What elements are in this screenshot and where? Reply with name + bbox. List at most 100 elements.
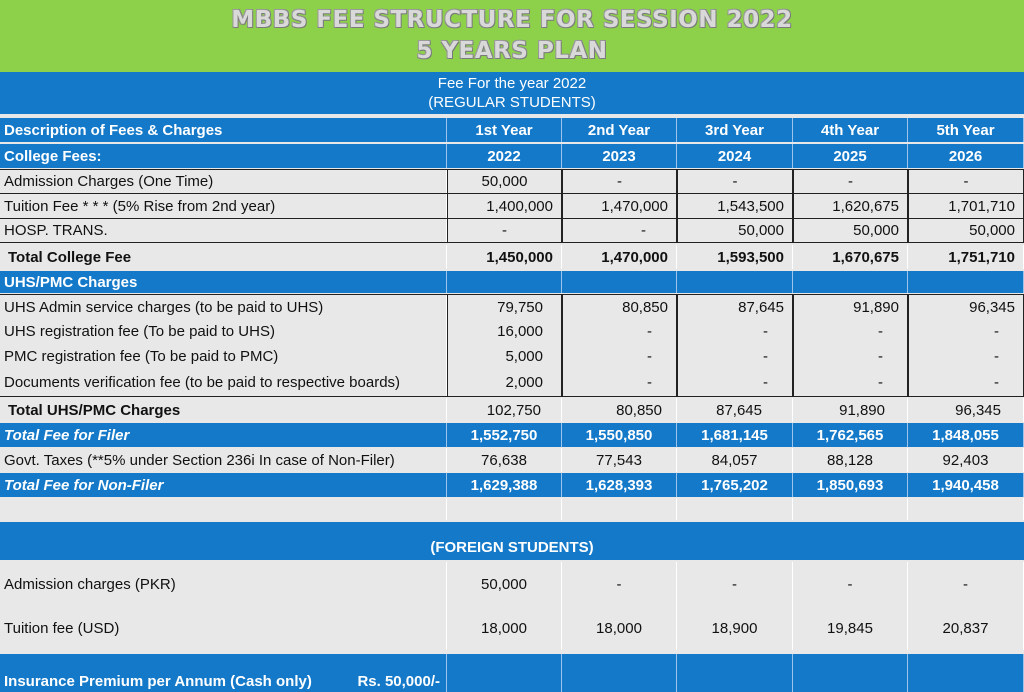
table-row: Tuition fee (USD) 18,000 18,000 18,900 1… — [0, 606, 1024, 650]
table-row: Admission Charges (One Time) 50,000 - - … — [0, 169, 1024, 193]
cell-value: - — [677, 369, 793, 396]
table-row: UHS Admin service charges (to be paid to… — [0, 294, 1024, 319]
cell-value: 91,890 — [793, 398, 908, 422]
cell-value: 1,400,000 — [447, 194, 562, 218]
cell-value: - — [677, 562, 793, 606]
cell-value: 1,470,000 — [562, 194, 677, 218]
insurance-label: Insurance Premium per Annum (Cash only) — [4, 673, 312, 690]
cell-value: 18,000 — [447, 606, 562, 650]
uhs-section-label: UHS/PMC Charges — [0, 271, 447, 293]
cell-value: 1,543,500 — [677, 194, 793, 218]
title-banner: MBBS FEE STRUCTURE FOR SESSION 2022 5 YE… — [0, 0, 1024, 72]
cell-value: - — [562, 344, 677, 369]
row-label: Total UHS/PMC Charges — [0, 398, 447, 422]
cell-value: 19,845 — [793, 606, 908, 650]
year-header-5: 5th Year — [908, 118, 1024, 142]
cell-value: 92,403 — [908, 448, 1024, 472]
cell-value: 1,620,675 — [793, 194, 908, 218]
row-label: Total Fee for Filer — [0, 423, 447, 447]
banner-subtitle: 5 YEARS PLAN — [416, 38, 608, 64]
row-label: Documents verification fee (to be paid t… — [0, 369, 447, 396]
cell-value: 1,850,693 — [793, 473, 908, 497]
cell-value: 1,765,202 — [677, 473, 793, 497]
cell-value: 18,900 — [677, 606, 793, 650]
cell-value: 77,543 — [562, 448, 677, 472]
cell-value: 1,629,388 — [447, 473, 562, 497]
cell-value: - — [677, 170, 793, 193]
total-college-row: Total College Fee 1,450,000 1,470,000 1,… — [0, 245, 1024, 269]
calendar-year-5: 2026 — [908, 144, 1024, 168]
cell-value: 87,645 — [677, 398, 793, 422]
cell-value: 1,552,750 — [447, 423, 562, 447]
cell-value: 91,890 — [793, 295, 908, 319]
cell-value: - — [908, 369, 1024, 396]
cell-value: 18,000 — [562, 606, 677, 650]
desc-header: Description of Fees & Charges — [0, 118, 447, 142]
insurance-cell: Insurance Premium per Annum (Cash only) … — [0, 654, 447, 692]
cell-value: 80,850 — [562, 295, 677, 319]
cell-value: - — [677, 344, 793, 369]
row-label: Admission Charges (One Time) — [0, 170, 447, 193]
cell-value: 87,645 — [677, 295, 793, 319]
cell-value: 50,000 — [908, 219, 1024, 242]
total-nonfiler-row: Total Fee for Non-Filer 1,629,388 1,628,… — [0, 473, 1024, 497]
foreign-header: (FOREIGN STUDENTS) — [0, 522, 1024, 560]
cell-value: 80,850 — [562, 398, 677, 422]
cell-value: 79,750 — [447, 295, 562, 319]
cell-value: 2,000 — [447, 369, 562, 396]
cell-value: - — [908, 562, 1024, 606]
year-header-3: 3rd Year — [677, 118, 793, 142]
total-uhs-row: Total UHS/PMC Charges 102,750 80,850 87,… — [0, 398, 1024, 422]
row-label: UHS registration fee (To be paid to UHS) — [0, 319, 447, 344]
row-label: Govt. Taxes (**5% under Section 236i In … — [0, 448, 447, 472]
table-row: UHS registration fee (To be paid to UHS)… — [0, 319, 1024, 344]
cell-value: 50,000 — [447, 170, 562, 193]
cell-value: 50,000 — [677, 219, 793, 242]
cell-value: 1,751,710 — [908, 245, 1024, 269]
year-header-2: 2nd Year — [562, 118, 677, 142]
cell-value: 84,057 — [677, 448, 793, 472]
spacer — [0, 650, 1024, 654]
cell-value: - — [562, 319, 677, 344]
banner-title: MBBS FEE STRUCTURE FOR SESSION 2022 — [231, 7, 793, 33]
cell-value: 1,550,850 — [562, 423, 677, 447]
cell-value: - — [908, 344, 1024, 369]
cell-value: 1,940,458 — [908, 473, 1024, 497]
cell-value: 1,450,000 — [447, 245, 562, 269]
fee-table: Fee For the year 2022 (REGULAR STUDENTS)… — [0, 72, 1024, 692]
calendar-header-row: College Fees: 2022 2023 2024 2025 2026 — [0, 144, 1024, 168]
row-label: HOSP. TRANS. — [0, 219, 447, 242]
insurance-row: Insurance Premium per Annum (Cash only) … — [0, 654, 1024, 692]
cell-value: 1,848,055 — [908, 423, 1024, 447]
cell-value: - — [793, 319, 908, 344]
cell-value: 88,128 — [793, 448, 908, 472]
college-fees-label: College Fees: — [0, 144, 447, 168]
row-label: UHS Admin service charges (to be paid to… — [0, 295, 447, 319]
cell-value: - — [677, 319, 793, 344]
row-label: PMC registration fee (To be paid to PMC) — [0, 344, 447, 369]
year-header-1: 1st Year — [447, 118, 562, 142]
total-filer-row: Total Fee for Filer 1,552,750 1,550,850 … — [0, 423, 1024, 447]
cell-value: - — [908, 319, 1024, 344]
year-header-4: 4th Year — [793, 118, 908, 142]
taxes-row: Govt. Taxes (**5% under Section 236i In … — [0, 448, 1024, 472]
cell-value: 1,701,710 — [908, 194, 1024, 218]
cell-value: 20,837 — [908, 606, 1024, 650]
cell-value: 16,000 — [447, 319, 562, 344]
cell-value: - — [562, 219, 677, 242]
cell-value: 1,670,675 — [793, 245, 908, 269]
table-row: Documents verification fee (to be paid t… — [0, 369, 1024, 397]
foreign-title: (FOREIGN STUDENTS) — [430, 539, 594, 556]
cell-value: - — [447, 219, 562, 242]
row-label: Admission charges (PKR) — [0, 562, 447, 606]
cell-value: - — [562, 562, 677, 606]
cell-value: 102,750 — [447, 398, 562, 422]
cell-value: 1,762,565 — [793, 423, 908, 447]
cell-value: 50,000 — [793, 219, 908, 242]
uhs-section-header: UHS/PMC Charges — [0, 271, 1024, 293]
cell-value: - — [562, 369, 677, 396]
calendar-year-1: 2022 — [447, 144, 562, 168]
table-row: PMC registration fee (To be paid to PMC)… — [0, 344, 1024, 369]
insurance-amount: Rs. 50,000/- — [357, 673, 440, 690]
row-label: Total College Fee — [0, 245, 447, 269]
